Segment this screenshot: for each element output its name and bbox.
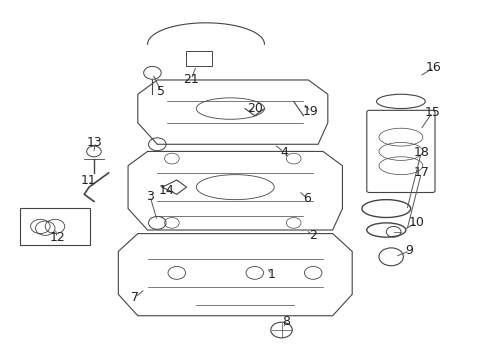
Text: 6: 6 xyxy=(303,192,311,205)
Text: 16: 16 xyxy=(426,61,442,74)
Text: 21: 21 xyxy=(184,73,199,86)
Text: 11: 11 xyxy=(80,174,96,187)
Text: 20: 20 xyxy=(247,102,263,115)
Text: 13: 13 xyxy=(87,136,103,149)
Text: 14: 14 xyxy=(159,184,175,197)
Text: 2: 2 xyxy=(309,229,317,242)
Text: 17: 17 xyxy=(414,166,429,179)
Text: 9: 9 xyxy=(406,244,414,257)
Text: 1: 1 xyxy=(268,268,276,281)
Text: 18: 18 xyxy=(414,146,429,159)
Text: 3: 3 xyxy=(146,190,154,203)
Text: 5: 5 xyxy=(157,85,165,98)
Text: 8: 8 xyxy=(282,315,291,328)
Text: 12: 12 xyxy=(49,231,65,244)
Text: 10: 10 xyxy=(409,216,424,229)
Text: 15: 15 xyxy=(425,105,441,119)
Text: 4: 4 xyxy=(280,146,288,159)
Text: 19: 19 xyxy=(303,105,318,118)
Text: 7: 7 xyxy=(131,291,139,304)
